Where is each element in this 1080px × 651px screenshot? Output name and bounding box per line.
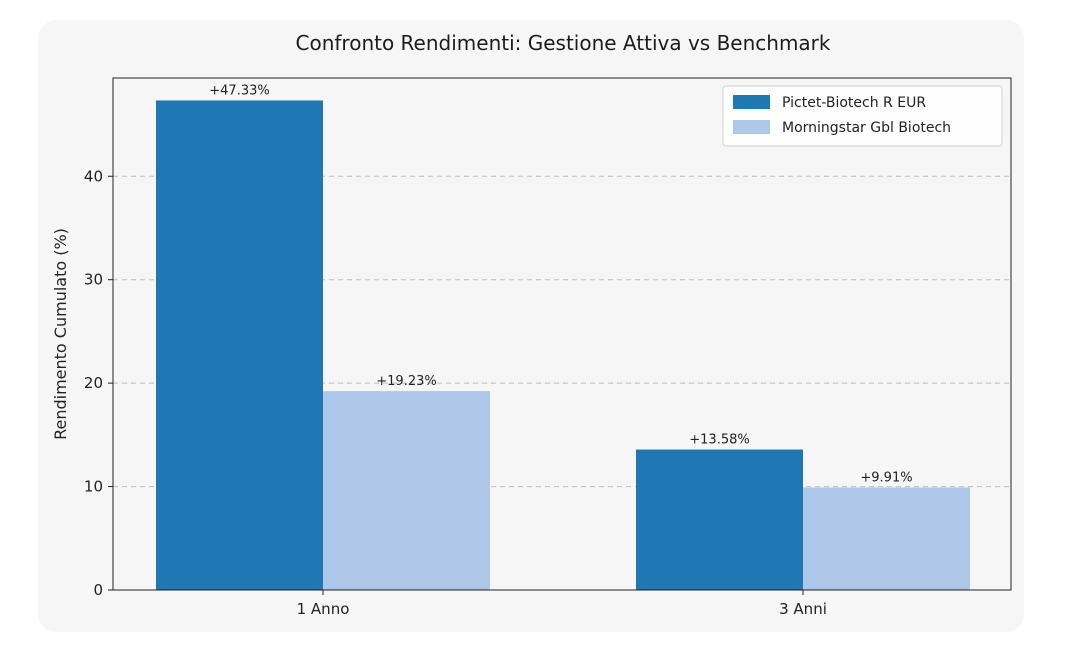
bar <box>156 100 323 590</box>
y-tick-label: 20 <box>84 374 103 392</box>
bar-value-label: +19.23% <box>376 374 436 389</box>
legend: Pictet-Biotech R EUR Morningstar Gbl Biot… <box>722 85 1003 147</box>
x-tick-label: 1 Anno <box>297 600 350 618</box>
legend-label: Pictet-Biotech R EUR <box>782 95 926 111</box>
grid-lines <box>113 175 1011 488</box>
legend-swatch <box>733 120 770 134</box>
y-tick-label: 40 <box>84 167 103 185</box>
x-axis-ticks: 1 Anno 3 Anni <box>297 590 827 618</box>
bar <box>323 391 490 590</box>
bar-value-label: +9.91% <box>860 470 912 485</box>
bar <box>636 449 803 590</box>
legend-swatch <box>733 95 770 109</box>
data-labels: +47.33% +19.23% +13.58% +9.91% <box>209 83 912 485</box>
x-tick-label: 3 Anni <box>779 600 827 618</box>
legend-box <box>722 85 1003 147</box>
bar-value-label: +47.33% <box>209 83 269 98</box>
y-tick-label: 30 <box>84 271 103 289</box>
y-tick-label: 0 <box>93 581 103 599</box>
legend-label: Morningstar Gbl Biotech <box>782 120 951 136</box>
bars <box>156 100 970 590</box>
plot-frame <box>112 77 1012 591</box>
bar <box>803 487 970 590</box>
y-axis-ticks: 0 10 20 30 40 <box>84 167 113 599</box>
y-tick-label: 10 <box>84 478 103 496</box>
bar-value-label: +13.58% <box>689 433 749 448</box>
y-axis-label: Rendimento Cumulato (%) <box>51 228 70 440</box>
chart-title: Confronto Rendimenti: Gestione Attiva vs… <box>296 31 831 55</box>
